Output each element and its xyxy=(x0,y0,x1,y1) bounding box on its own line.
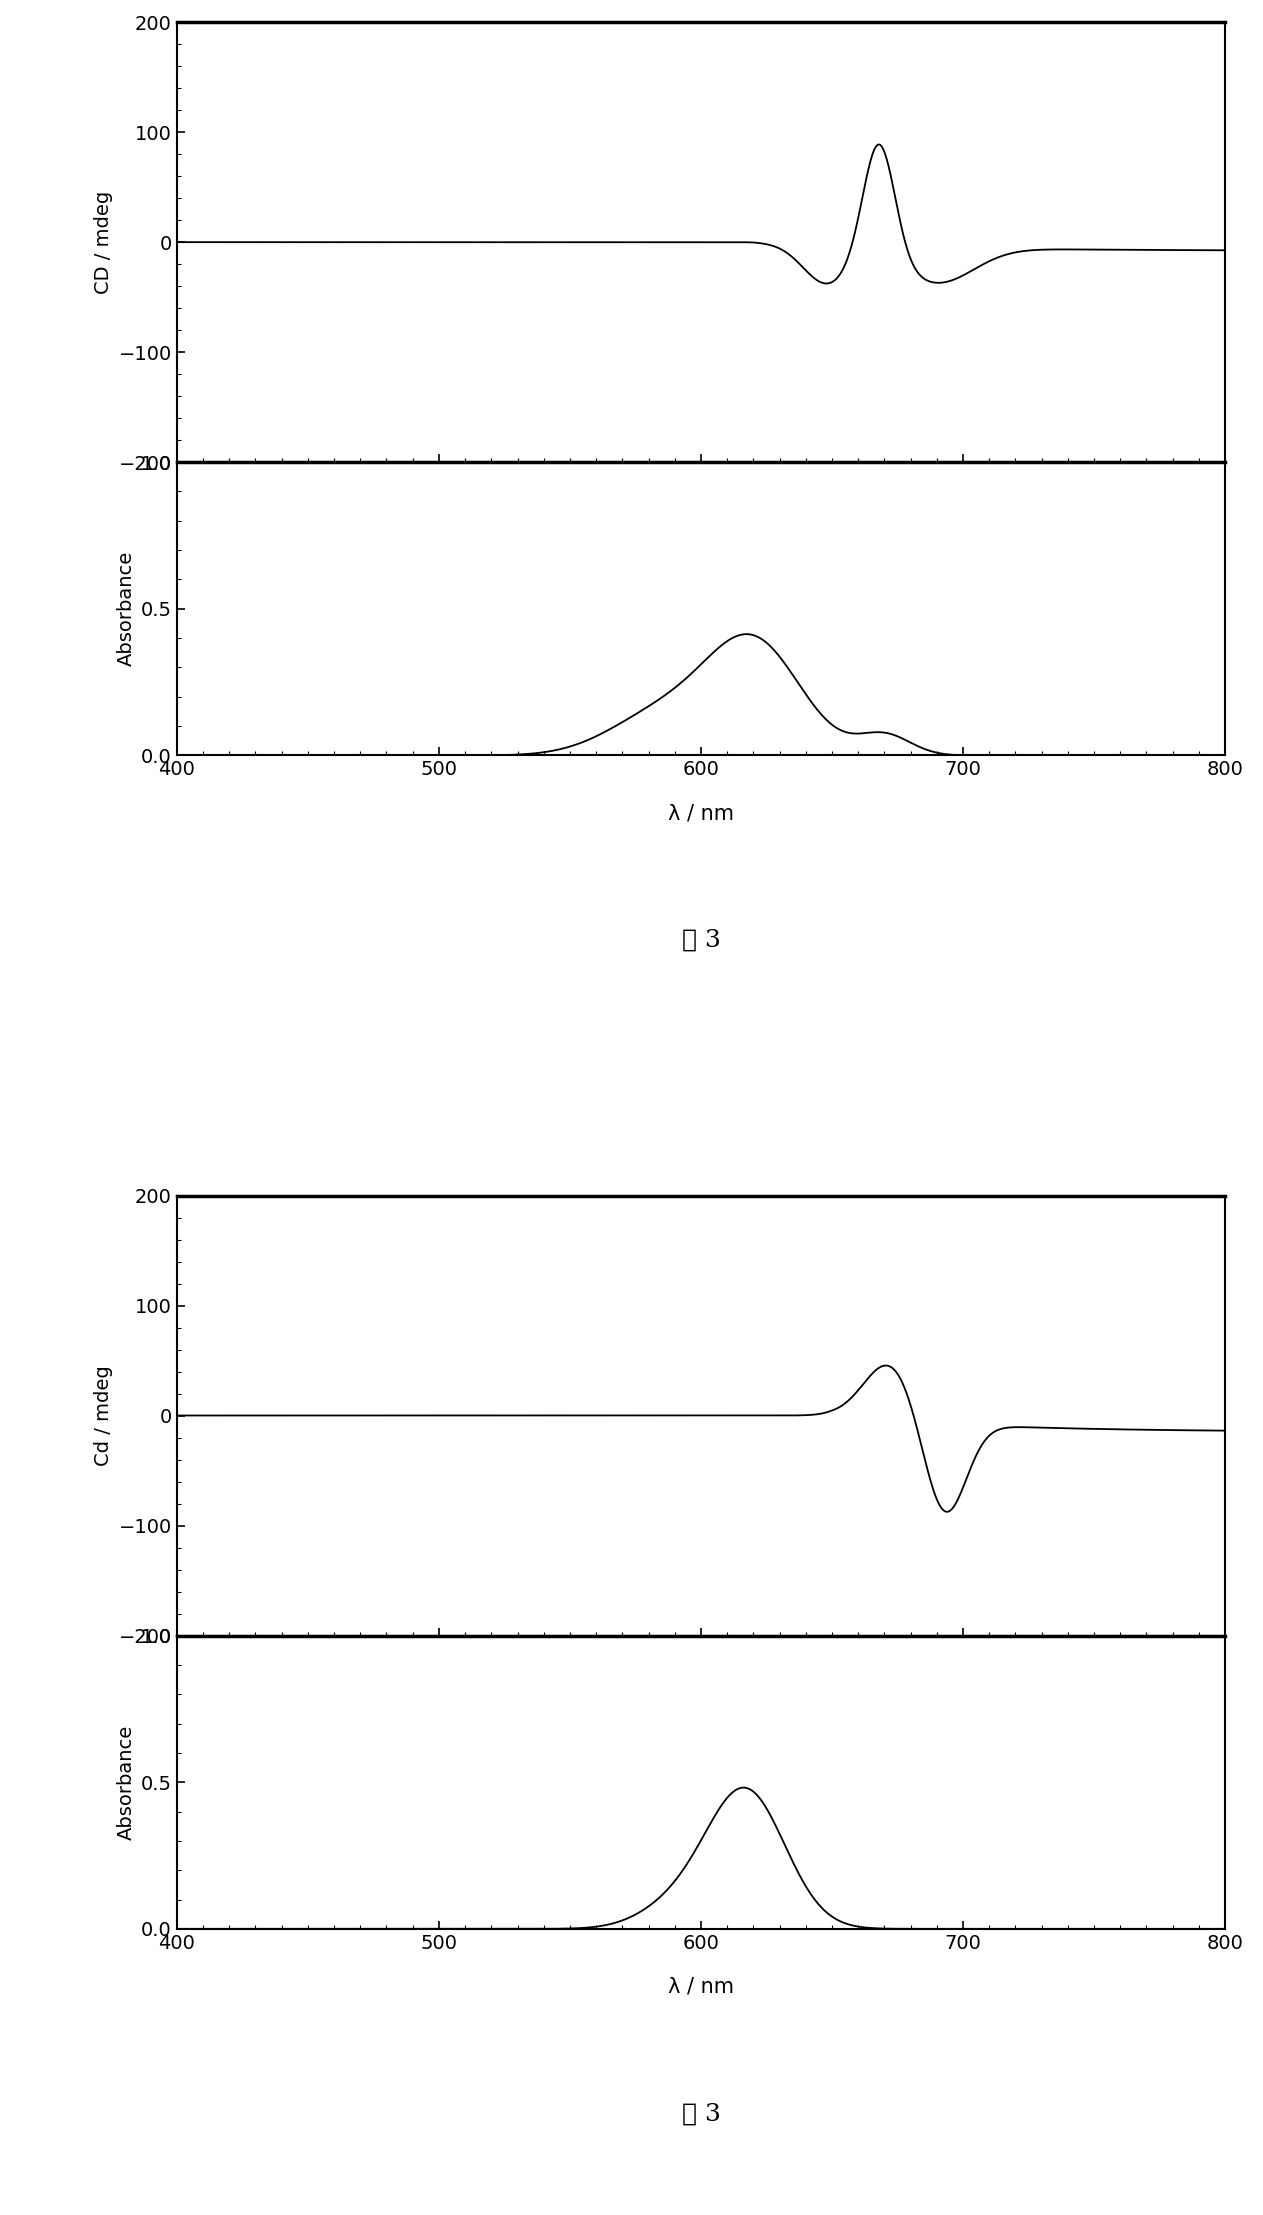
Y-axis label: Absorbance: Absorbance xyxy=(116,552,135,667)
Y-axis label: Cd / mdeg: Cd / mdeg xyxy=(95,1364,114,1466)
Text: λ / nm: λ / nm xyxy=(668,804,734,824)
Text: 图 3: 图 3 xyxy=(682,928,720,952)
Y-axis label: CD / mdeg: CD / mdeg xyxy=(95,190,114,295)
Y-axis label: Absorbance: Absorbance xyxy=(116,1725,135,1841)
Text: λ / nm: λ / nm xyxy=(668,1976,734,1996)
Text: 图 3: 图 3 xyxy=(682,2102,720,2124)
